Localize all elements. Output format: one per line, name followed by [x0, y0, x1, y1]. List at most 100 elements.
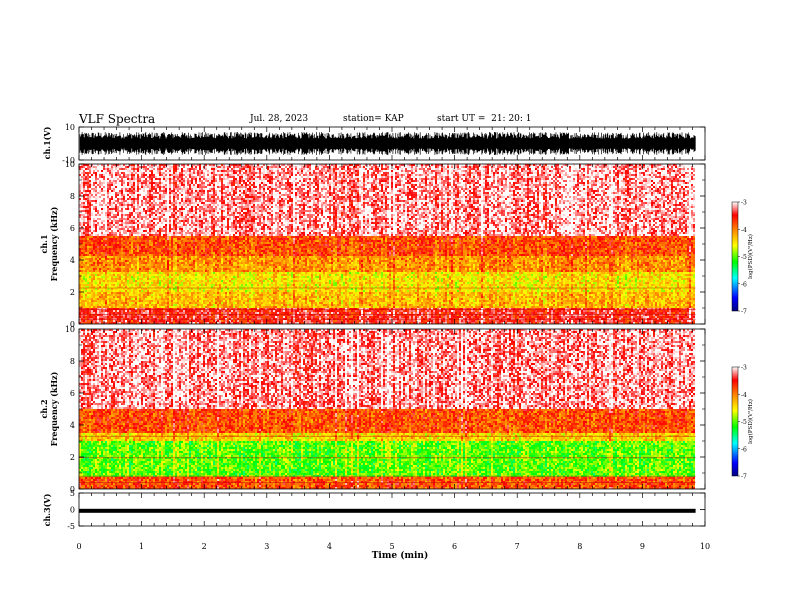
spectrogram-cell	[251, 178, 253, 180]
spectrogram-cell	[405, 186, 407, 188]
spectrogram-cell	[423, 182, 425, 184]
spectrogram-cell	[303, 174, 305, 176]
spectrogram-cell	[639, 168, 641, 170]
spectrogram-cell	[411, 186, 413, 188]
spectrogram-cell	[279, 168, 281, 170]
spectrogram-cell	[481, 186, 483, 188]
spectrogram-cell	[233, 168, 235, 170]
spectrogram-cell	[85, 184, 87, 186]
spectrogram-cell	[465, 182, 467, 184]
spectrogram-cell	[641, 174, 643, 176]
spectrogram-cell	[387, 178, 389, 180]
spectrogram-cell	[635, 176, 637, 178]
spectrogram-cell	[129, 186, 131, 188]
spectrogram-cell	[369, 182, 371, 184]
spectrogram-cell	[587, 170, 589, 172]
spectrogram-cell	[119, 180, 121, 182]
spectrogram-cell	[95, 166, 97, 168]
spectrogram-cell	[337, 174, 339, 176]
spectrogram-cell	[213, 166, 215, 168]
spectrogram-cell	[345, 176, 347, 178]
spectrogram-cell	[607, 176, 609, 178]
spectrogram-cell	[455, 168, 457, 170]
spectrogram-cell	[341, 170, 343, 172]
spectrogram-cell	[587, 178, 589, 180]
spectrogram-cell	[463, 166, 465, 168]
spectrogram-cell	[111, 168, 113, 170]
spectrogram-cell	[309, 178, 311, 180]
spectrogram-cell	[311, 182, 313, 184]
spectrogram-cell	[503, 174, 505, 176]
spectrogram-cell	[547, 168, 549, 170]
spectrogram-cell	[549, 186, 551, 188]
spectrogram-cell	[197, 172, 199, 174]
spectrogram-cell	[227, 168, 229, 170]
spectrogram-cell	[413, 168, 415, 170]
spectrogram-cell	[693, 172, 695, 174]
spectrogram-cell	[437, 186, 439, 188]
spectrogram-cell	[195, 168, 197, 170]
spectrogram-cell	[347, 166, 349, 168]
spectrogram-cell	[459, 168, 461, 170]
spectrogram-cell	[217, 170, 219, 172]
spectrogram-cell	[161, 178, 163, 180]
spectrogram-cell	[87, 166, 89, 168]
spectrogram-cell	[81, 176, 83, 178]
spectrogram-cell	[613, 176, 615, 178]
spectrogram-cell	[99, 168, 101, 170]
spectrogram-cell	[139, 170, 141, 172]
spectrogram-cell	[415, 168, 417, 170]
spectrogram-cell	[661, 172, 663, 174]
spectrogram-cell	[293, 172, 295, 174]
spectrogram-cell	[649, 170, 651, 172]
spectrogram-cell	[567, 168, 569, 170]
spectrogram-cell	[431, 166, 433, 168]
spectrogram-cell	[127, 182, 129, 184]
spectrogram-cell	[131, 166, 133, 168]
spectrogram-cell	[433, 178, 435, 180]
spectrogram-cell	[609, 172, 611, 174]
spectrogram-cell	[275, 184, 277, 186]
spectrogram-cell	[233, 182, 235, 184]
spectrogram-cell	[451, 178, 453, 180]
spectrogram-cell	[237, 176, 239, 178]
spectrogram-cell	[313, 172, 315, 174]
spectrogram-cell	[315, 176, 317, 178]
spectrogram-cell	[285, 180, 287, 182]
spectrogram-cell	[153, 170, 155, 172]
spectrogram-cell	[179, 178, 181, 180]
spectrogram-cell	[597, 166, 599, 168]
spectrogram-cell	[449, 168, 451, 170]
spectrogram-cell	[307, 184, 309, 186]
spectrogram-cell	[223, 186, 225, 188]
spectrogram-cell	[599, 176, 601, 178]
spectrogram-cell	[385, 186, 387, 188]
spectrogram-cell	[669, 184, 671, 186]
spectrogram-cell	[333, 172, 335, 174]
spectrogram-cell	[279, 186, 281, 188]
spectrogram-cell	[397, 186, 399, 188]
spectrogram-cell	[429, 176, 431, 178]
spectrogram-cell	[147, 184, 149, 186]
spectrogram-cell	[443, 172, 445, 174]
spectrogram-cell	[333, 168, 335, 170]
spectrogram-cell	[233, 174, 235, 176]
spectrogram-cell	[295, 168, 297, 170]
spectrogram-cell	[379, 184, 381, 186]
spectrogram-cell	[177, 178, 179, 180]
spectrogram-cell	[109, 174, 111, 176]
spectrogram-cell	[449, 180, 451, 182]
spectrogram-cell	[573, 176, 575, 178]
spectrogram-cell	[155, 186, 157, 188]
spectrogram-cell	[165, 176, 167, 178]
spectrogram-cell	[487, 174, 489, 176]
spectrogram-cell	[273, 172, 275, 174]
spectrogram-cell	[169, 166, 171, 168]
spectrogram-cell	[283, 176, 285, 178]
spectrogram-cell	[493, 186, 495, 188]
spectrogram-cell	[503, 172, 505, 174]
spectrogram-cell	[187, 186, 189, 188]
spectrogram-cell	[251, 180, 253, 182]
spectrogram-cell	[343, 182, 345, 184]
spectrogram-cell	[367, 178, 369, 180]
